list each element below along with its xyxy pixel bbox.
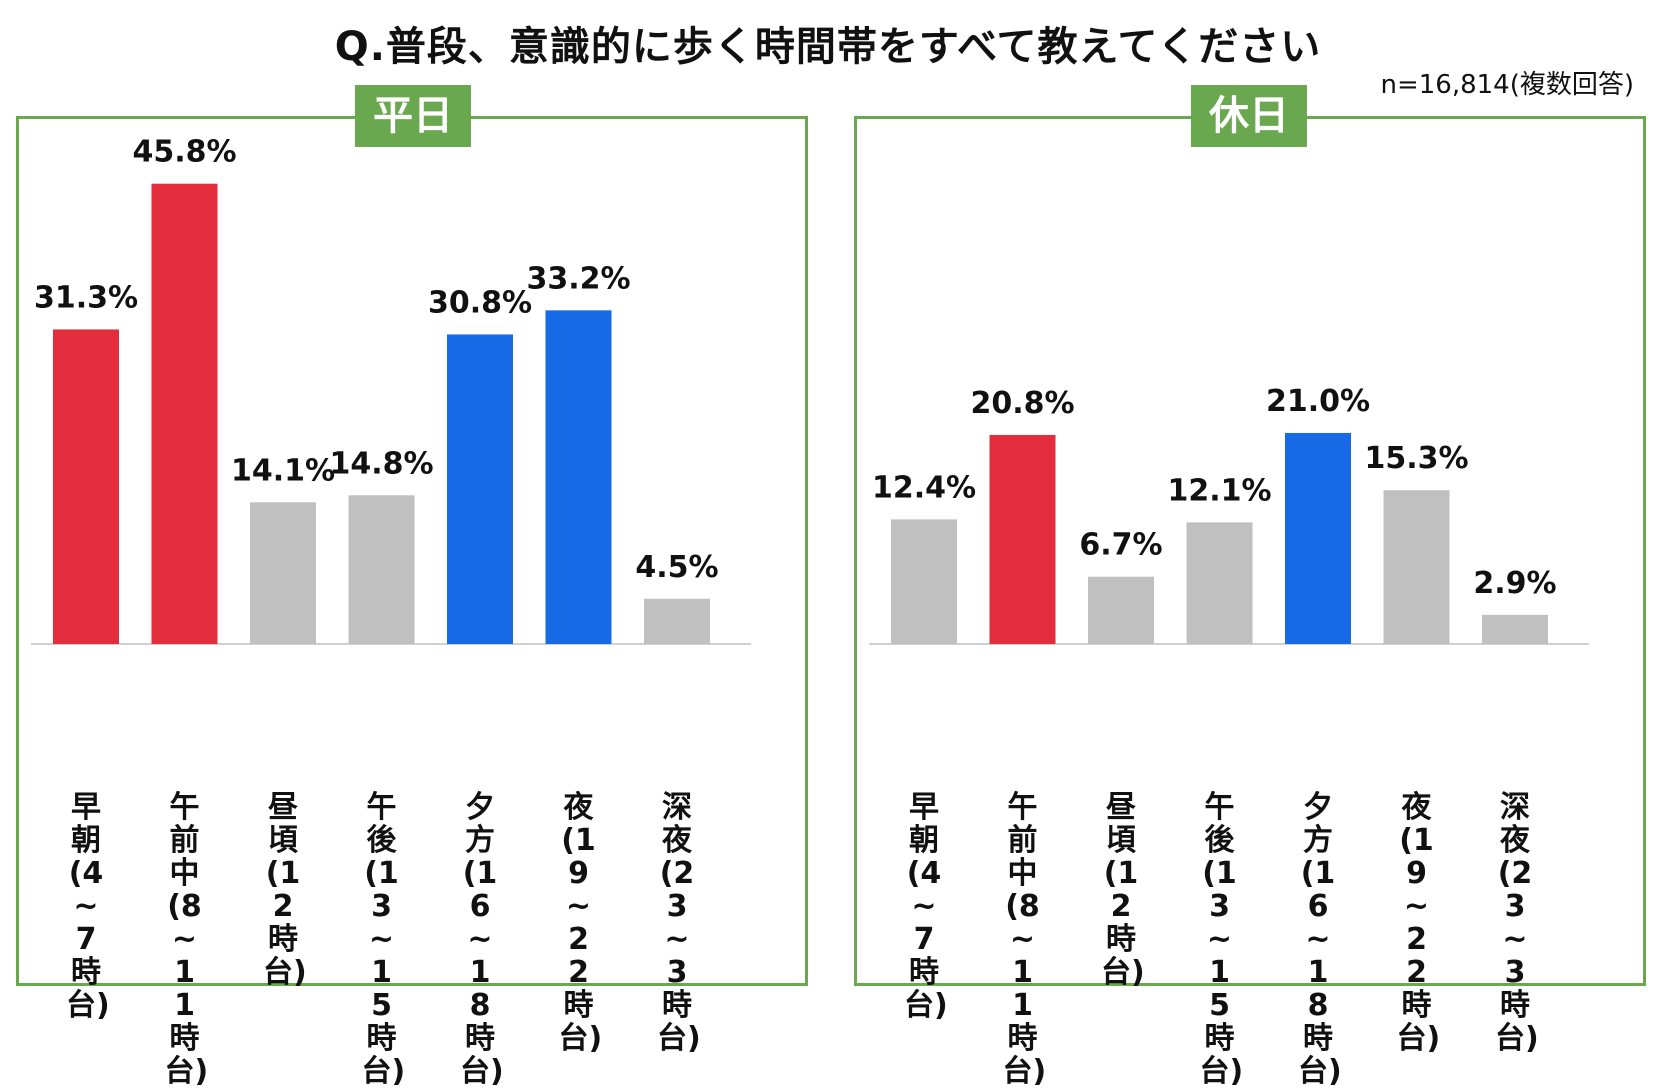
bar-holiday-5 (1383, 490, 1450, 644)
category-label: 昼頃(12時台) (1101, 790, 1145, 990)
category-label: 昼頃(12時台) (263, 790, 307, 990)
bar-weekday-2 (250, 502, 316, 644)
holiday-panel: 休日 12.4% 20.8% 6.7% 12.1% 21.0% 15.3% 2.9% 早朝(… (854, 85, 1646, 1088)
bar-weekday-3 (348, 495, 415, 644)
bar-holiday-1 (989, 434, 1056, 644)
category-label: 午前中(8~11時台) (164, 790, 209, 1089)
data-label: 31.3% (34, 280, 138, 315)
category-label: 早朝(4~7時台) (904, 790, 948, 1023)
data-label: 2.9% (1473, 566, 1556, 601)
chart-title: Q.普段、意識的に歩く時間帯をすべて教えてください (334, 24, 1322, 70)
weekday-panel-label: 平日 (355, 85, 471, 147)
data-label: 33.2% (526, 261, 630, 296)
category-label: 深夜(23~3時台) (657, 790, 701, 1056)
bar-weekday-5 (545, 310, 612, 644)
bar-holiday-3 (1186, 522, 1253, 644)
bar-weekday-1 (151, 183, 218, 644)
data-label: 6.7% (1079, 528, 1162, 563)
data-label: 14.8% (329, 446, 433, 481)
data-label: 12.4% (872, 470, 976, 505)
data-label: 30.8% (428, 285, 532, 320)
data-label: 4.5% (635, 550, 718, 585)
bar-holiday-6 (1482, 614, 1548, 644)
category-label: 夜(19~22時台) (558, 790, 603, 1056)
category-label: 午後(13~15時台) (1199, 790, 1244, 1089)
bar-holiday-0 (891, 519, 957, 644)
holiday-chart: 12.4% 20.8% 6.7%12.1% 21.0% 15.3% 2.9% (869, 384, 1589, 645)
category-label: 午前中(8~11時台) (1002, 790, 1047, 1089)
category-label: 午後(13~15時台) (361, 790, 406, 1089)
data-label: 20.8% (970, 386, 1074, 421)
category-label: 夜(19~22時台) (1396, 790, 1441, 1056)
category-label: 夕方(16~18時台) (1298, 790, 1342, 1089)
category-label: 早朝(4~7時台) (66, 790, 110, 1023)
weekday-panel: 平日 31.3% 45.8% 14.1% 14.8% 30.8% 33.2% 4.5% 早朝… (16, 85, 808, 1088)
weekday-chart: 31.3% 45.8% 14.1%14.8% 30.8%33.2% 4.5% (31, 135, 751, 645)
data-label: 12.1% (1167, 473, 1271, 508)
data-label: 45.8% (132, 135, 236, 170)
bar-weekday-4 (447, 334, 513, 644)
category-label: 夕方(16~18時台) (460, 790, 504, 1089)
bar-weekday-6 (644, 598, 710, 644)
data-label: 15.3% (1364, 441, 1468, 476)
bar-holiday-4 (1285, 432, 1351, 644)
data-label: 14.1% (231, 453, 335, 488)
holiday-panel-label: 休日 (1191, 85, 1307, 147)
category-label: 深夜(23~3時台) (1495, 790, 1539, 1056)
data-label: 21.0% (1266, 384, 1370, 419)
bar-holiday-2 (1088, 576, 1154, 644)
sample-size-note: n=16,814(複数回答) (1380, 70, 1634, 100)
bar-weekday-0 (53, 329, 119, 644)
